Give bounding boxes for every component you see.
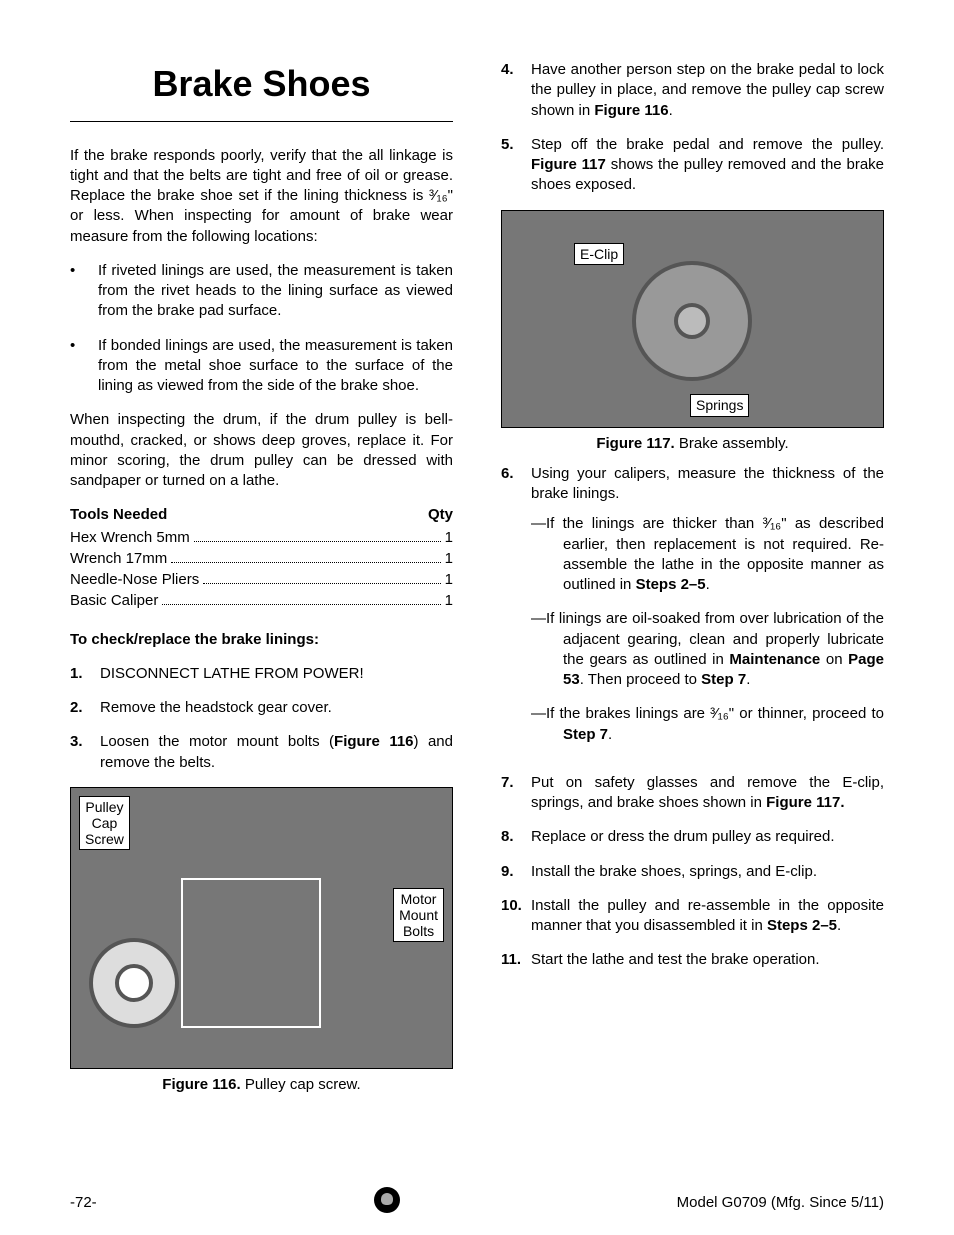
figure-label: Motor Mount Bolts <box>393 888 444 942</box>
step-text: Step off the brake pedal and remove the … <box>531 135 884 196</box>
step-number: 2. <box>70 698 100 718</box>
step-text: Loosen the motor mount bolts (Figure 116… <box>100 732 453 773</box>
tool-name: Hex Wrench 5mm <box>70 528 190 548</box>
condition-text: —If the linings are thicker than ³⁄₁₆" a… <box>531 514 884 595</box>
drum-note: When inspecting the drum, if the drum pu… <box>70 410 453 491</box>
steps-right-a: 4.Have another person step on the brake … <box>501 60 884 196</box>
caption-rest: Pulley cap screw. <box>241 1076 361 1093</box>
tool-row: Hex Wrench 5mm 1 <box>70 528 453 548</box>
step-number: 11. <box>501 950 531 970</box>
step-6: 6. Using your calipers, measure the thic… <box>501 464 884 759</box>
page-number: -72- <box>70 1193 97 1213</box>
caption-rest: Brake assembly. <box>675 435 789 452</box>
tool-row: Wrench 17mm 1 <box>70 549 453 569</box>
condition-text: —If linings are oil-soaked from over lub… <box>531 609 884 690</box>
step-number: 7. <box>501 773 531 814</box>
figure-117-caption: Figure 117. Brake assembly. <box>501 434 884 454</box>
bullet-text: If riveted linings are used, the measure… <box>98 261 453 322</box>
figure-116-caption: Figure 116. Pulley cap screw. <box>70 1075 453 1095</box>
step-number: 8. <box>501 827 531 847</box>
step-number: 4. <box>501 60 531 121</box>
step-text: Replace or dress the drum pulley as requ… <box>531 827 884 847</box>
step-number: 9. <box>501 862 531 882</box>
step-text: Have another person step on the brake pe… <box>531 60 884 121</box>
tool-qty: 1 <box>445 549 453 569</box>
figure-116: Pulley Cap Screw Motor Mount Bolts <box>70 787 453 1069</box>
tools-list: Hex Wrench 5mm 1 Wrench 17mm 1 Needle-Nose… <box>70 528 453 612</box>
figure-label: Springs <box>690 394 749 416</box>
page-footer: -72- Model G0709 (Mfg. Since 5/11) <box>70 1187 884 1213</box>
step-number: 3. <box>70 732 100 773</box>
step-text: Install the pulley and re-assemble in th… <box>531 896 884 937</box>
figure-label: E-Clip <box>574 243 624 265</box>
title-rule <box>70 121 453 122</box>
step-text: DISCONNECT LATHE FROM POWER! <box>100 664 453 684</box>
tool-row: Basic Caliper 1 <box>70 591 453 611</box>
tool-qty: 1 <box>445 528 453 548</box>
tool-name: Wrench 17mm <box>70 549 167 569</box>
page-title: Brake Shoes <box>70 60 453 109</box>
figure-117: E-Clip Springs <box>501 210 884 428</box>
tool-row: Needle-Nose Pliers 1 <box>70 570 453 590</box>
step-text: Start the lathe and test the brake opera… <box>531 950 884 970</box>
intro-paragraph: If the brake responds poorly, verify tha… <box>70 146 453 247</box>
qty-label: Qty <box>428 505 453 525</box>
step-text: Remove the headstock gear cover. <box>100 698 453 718</box>
step-number: 6. <box>501 464 531 759</box>
tool-name: Needle-Nose Pliers <box>70 570 199 590</box>
step-number: 10. <box>501 896 531 937</box>
tools-header: Tools Needed Qty <box>70 505 453 525</box>
condition-text: —If the brakes linings are ³⁄₁₆" or thin… <box>531 704 884 745</box>
measurement-bullets: If riveted linings are used, the measure… <box>70 261 453 397</box>
step-text: Install the brake shoes, springs, and E-… <box>531 862 884 882</box>
steps-left: 1.DISCONNECT LATHE FROM POWER! 2.Remove … <box>70 664 453 773</box>
step-number: 1. <box>70 664 100 684</box>
step-text: Using your calipers, measure the thickne… <box>531 465 884 502</box>
model-info: Model G0709 (Mfg. Since 5/11) <box>677 1193 884 1213</box>
step-text: Put on safety glasses and remove the E-c… <box>531 773 884 814</box>
tool-qty: 1 <box>445 570 453 590</box>
figure-label: Pulley Cap Screw <box>79 796 130 850</box>
tool-name: Basic Caliper <box>70 591 158 611</box>
caption-bold: Figure 116. <box>162 1076 240 1093</box>
brand-logo-icon <box>374 1187 400 1213</box>
bullet-text: If bonded linings are used, the measurem… <box>98 336 453 397</box>
procedure-heading: To check/replace the brake linings: <box>70 630 453 650</box>
tools-label: Tools Needed <box>70 505 167 525</box>
caption-bold: Figure 117. <box>596 435 674 452</box>
steps-right-b: 7.Put on safety glasses and remove the E… <box>501 773 884 971</box>
tool-qty: 1 <box>445 591 453 611</box>
step-number: 5. <box>501 135 531 196</box>
step6-conditions: —If the linings are thicker than ³⁄₁₆" a… <box>531 514 884 745</box>
